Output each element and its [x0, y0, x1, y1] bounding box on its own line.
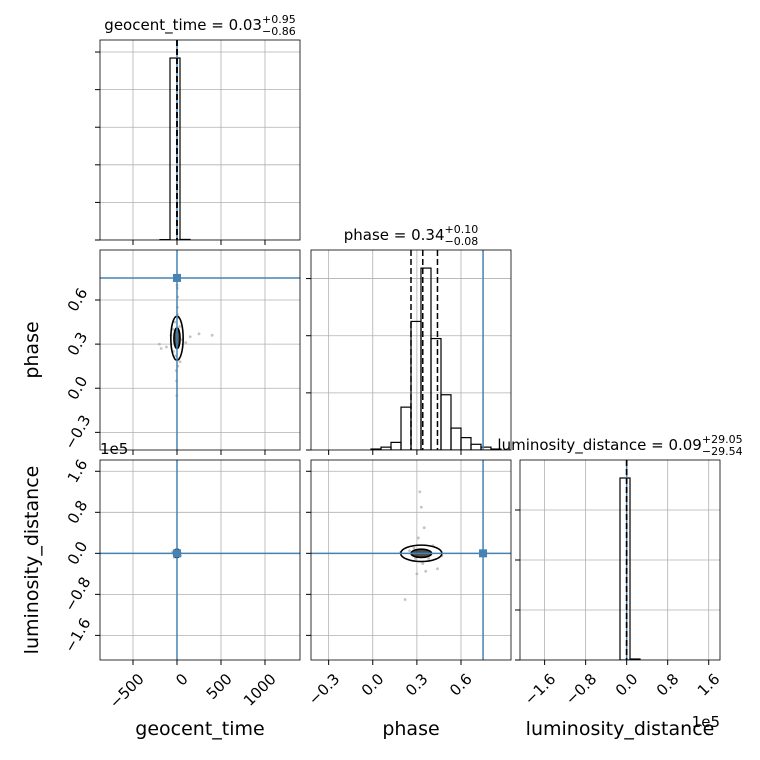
hist-bar [629, 658, 641, 660]
hist-bar [430, 337, 442, 450]
panel-title: geocent_time = 0.03+0.95 −0.86 [104, 13, 295, 38]
title-text: geocent_time = 0.03 [104, 16, 262, 35]
title-plus: +29.05 [702, 433, 743, 446]
panel-frame [310, 459, 512, 661]
title-minus: −29.54 [702, 445, 743, 458]
y-tick-label: 0.0 [64, 538, 92, 568]
sample-point [178, 360, 182, 364]
sample-point [418, 490, 422, 494]
hist-bar [390, 441, 402, 450]
y-tick-label: 0.3 [64, 329, 92, 359]
title-minus: −0.86 [262, 25, 296, 38]
x-tick-label: 1.6 [694, 670, 724, 700]
y-tick-label: −1.6 [61, 615, 95, 656]
x-tick-label: 0.0 [612, 670, 642, 700]
y-tick-label: 1.6 [64, 456, 92, 486]
y-tick-label: 0.6 [64, 285, 92, 315]
panel-frame [310, 249, 512, 451]
panel-frame [99, 459, 301, 661]
hist-bar [619, 477, 631, 660]
y-tick-label: −0.8 [61, 574, 95, 615]
sample-point [188, 335, 192, 339]
x-offset-text: 1e5 [692, 713, 720, 731]
sample-point [173, 320, 177, 324]
y-axis-label: phase [21, 321, 43, 378]
x-tick-label: 0.6 [446, 670, 476, 700]
x-tick-label: −1.6 [521, 670, 559, 708]
panel-frame [99, 249, 301, 451]
panel-title: luminosity_distance = 0.09+29.05 −29.54 [497, 433, 742, 458]
y-offset-text: 1e5 [100, 440, 128, 458]
x-axis-label: phase [382, 718, 439, 740]
sample-point [408, 549, 411, 553]
title-plus: +0.95 [262, 13, 296, 26]
sample-point [416, 536, 420, 540]
sample-point [419, 505, 423, 509]
hist-bar [400, 406, 412, 450]
hist-bar [380, 446, 392, 450]
x-tick-label: 0.0 [358, 670, 388, 700]
y-tick-label: −0.3 [61, 412, 95, 453]
title-plus: +0.10 [445, 223, 479, 236]
sample-point [210, 333, 214, 337]
x-tick-label: 0 [172, 670, 191, 689]
y-tick-label: 0.8 [64, 497, 92, 527]
sample-point [171, 328, 175, 331]
panel-frame [99, 39, 301, 241]
sample-point [414, 557, 417, 560]
sample-point [165, 345, 168, 349]
plot-area [520, 460, 720, 660]
sample-point [436, 567, 439, 571]
plot-area [100, 460, 300, 660]
x-tick-label: 0.3 [402, 670, 432, 700]
x-axis-label: luminosity_distance [526, 718, 715, 740]
title-text: luminosity_distance = 0.09 [497, 436, 701, 455]
hist-bar [440, 394, 452, 450]
hist-bar [410, 320, 422, 450]
truth-marker [172, 549, 181, 558]
x-tick-label: −0.3 [305, 670, 343, 708]
title-minus: −0.08 [445, 235, 479, 248]
truth-marker [172, 273, 181, 282]
sample-point [159, 347, 163, 350]
x-tick-label: 500 [203, 670, 236, 703]
sample-point [178, 325, 182, 328]
truth-marker [479, 549, 488, 558]
hist-bar [460, 437, 472, 450]
x-axis-label: geocent_time [135, 718, 264, 740]
x-tick-label: 1000 [240, 670, 280, 710]
title-text: phase = 0.34 [344, 226, 445, 244]
sample-point [421, 562, 425, 565]
sample-point [424, 569, 428, 573]
plot-area [100, 250, 300, 450]
hist-bar [450, 427, 462, 450]
x-tick-label: −500 [106, 670, 148, 712]
y-axis-label: luminosity_distance [21, 466, 43, 655]
plot-area [311, 460, 511, 660]
panel-frame [519, 459, 721, 661]
plot-area [311, 250, 511, 450]
x-tick-label: −0.8 [562, 670, 600, 708]
hist-bar [470, 443, 482, 450]
plot-area [100, 40, 300, 240]
sample-point [412, 546, 416, 550]
sample-point [184, 341, 188, 345]
sample-point [197, 332, 201, 336]
sample-point [157, 342, 161, 346]
sample-point [403, 598, 407, 601]
y-tick-label: 0.0 [64, 373, 92, 403]
panel-title: phase = 0.34+0.10 −0.08 [344, 223, 479, 248]
hist-bar [169, 57, 181, 240]
sample-point [427, 557, 431, 560]
sample-point [415, 572, 419, 576]
sample-point [422, 526, 426, 530]
x-tick-label: 0.8 [653, 670, 683, 700]
